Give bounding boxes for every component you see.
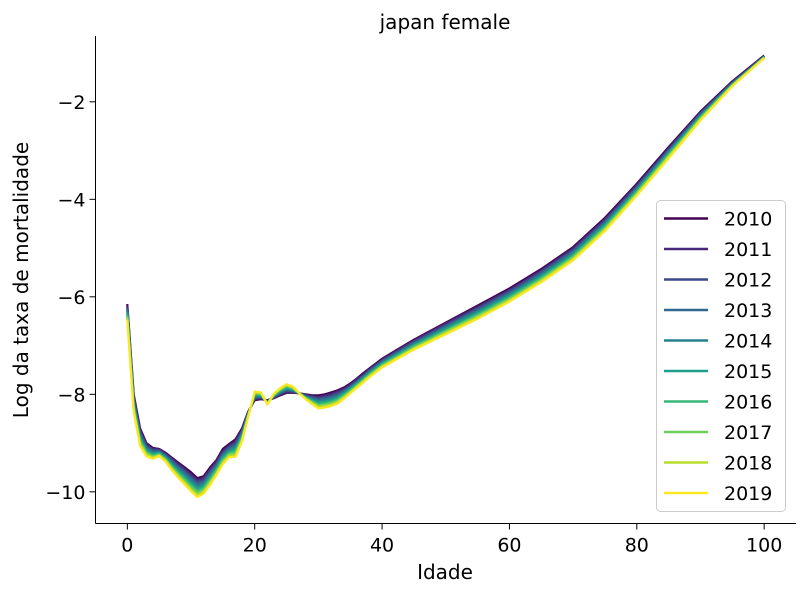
series-lines xyxy=(126,54,765,499)
x-ticks: 0 20 40 60 80 100 xyxy=(121,523,782,557)
y-axis-label: Log da taxa de mortalidade xyxy=(9,142,33,418)
y-tick-label: −10 xyxy=(45,482,85,504)
legend-label-2011: 2011 xyxy=(724,239,772,261)
y-tick-label: −6 xyxy=(57,287,85,309)
legend-label-2013: 2013 xyxy=(724,300,772,322)
x-tick-label: 80 xyxy=(625,535,649,557)
series-line-2019 xyxy=(126,57,765,499)
y-tick-label: −4 xyxy=(57,189,85,211)
legend-label-2019: 2019 xyxy=(724,483,772,505)
y-tick-label: −8 xyxy=(57,384,85,406)
x-tick-label: 100 xyxy=(746,535,782,557)
x-tick-label: 60 xyxy=(497,535,521,557)
y-tick-label: −2 xyxy=(57,92,85,114)
x-tick-label: 40 xyxy=(370,535,394,557)
x-tick-label: 20 xyxy=(243,535,267,557)
x-tick-label: 0 xyxy=(121,535,133,557)
legend-label-2010: 2010 xyxy=(724,209,772,231)
x-axis-label: Idade xyxy=(417,560,473,584)
legend-label-2014: 2014 xyxy=(724,331,772,353)
legend-label-2012: 2012 xyxy=(724,270,772,292)
legend-label-2015: 2015 xyxy=(724,361,772,383)
y-ticks: −10 −8 −6 −4 −2 xyxy=(45,92,96,504)
legend: 2010 2011 2012 2013 2014 2015 2016 2017 2018 2019 xyxy=(656,200,786,512)
legend-label-2017: 2017 xyxy=(724,422,772,444)
legend-label-2016: 2016 xyxy=(724,392,772,414)
legend-label-2018: 2018 xyxy=(724,453,772,475)
chart-title: japan female xyxy=(379,10,511,34)
